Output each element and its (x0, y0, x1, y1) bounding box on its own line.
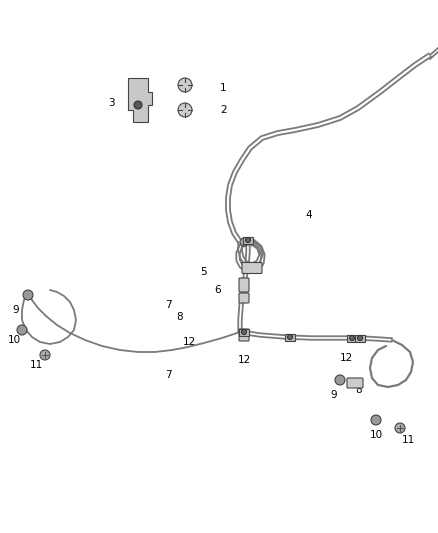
Text: 3: 3 (108, 98, 115, 108)
Polygon shape (128, 78, 152, 122)
Text: 4: 4 (305, 210, 311, 220)
FancyBboxPatch shape (242, 262, 262, 273)
Circle shape (23, 290, 33, 300)
Text: 8: 8 (177, 312, 183, 322)
FancyBboxPatch shape (239, 329, 249, 341)
Circle shape (395, 423, 405, 433)
Circle shape (287, 335, 293, 340)
FancyBboxPatch shape (239, 278, 249, 292)
Circle shape (240, 238, 248, 246)
Text: 5: 5 (200, 267, 207, 277)
Text: 9: 9 (330, 390, 337, 400)
Text: 2: 2 (220, 105, 226, 115)
Text: 1: 1 (220, 83, 226, 93)
Circle shape (335, 375, 345, 385)
Circle shape (350, 335, 354, 341)
Text: 11: 11 (30, 360, 43, 370)
Text: 7: 7 (166, 370, 172, 380)
Text: 11: 11 (402, 435, 415, 445)
Circle shape (371, 415, 381, 425)
Text: 10: 10 (8, 335, 21, 345)
Text: 6: 6 (214, 285, 221, 295)
Circle shape (357, 335, 363, 341)
Bar (285, 334, 295, 341)
Circle shape (134, 101, 142, 109)
FancyBboxPatch shape (347, 378, 363, 388)
Bar (243, 237, 253, 244)
Circle shape (17, 325, 27, 335)
Circle shape (40, 350, 50, 360)
Text: 8: 8 (355, 385, 362, 395)
Bar (347, 335, 357, 342)
Text: 7: 7 (166, 300, 172, 310)
Text: 9: 9 (12, 305, 19, 315)
FancyBboxPatch shape (239, 293, 249, 303)
Bar (239, 328, 249, 335)
Text: 10: 10 (370, 430, 383, 440)
Text: 12: 12 (238, 355, 251, 365)
Text: 12: 12 (340, 353, 353, 363)
Circle shape (178, 103, 192, 117)
Text: 12: 12 (183, 337, 196, 347)
Bar (355, 335, 365, 342)
Circle shape (178, 78, 192, 92)
Circle shape (246, 238, 251, 243)
Circle shape (241, 329, 247, 335)
